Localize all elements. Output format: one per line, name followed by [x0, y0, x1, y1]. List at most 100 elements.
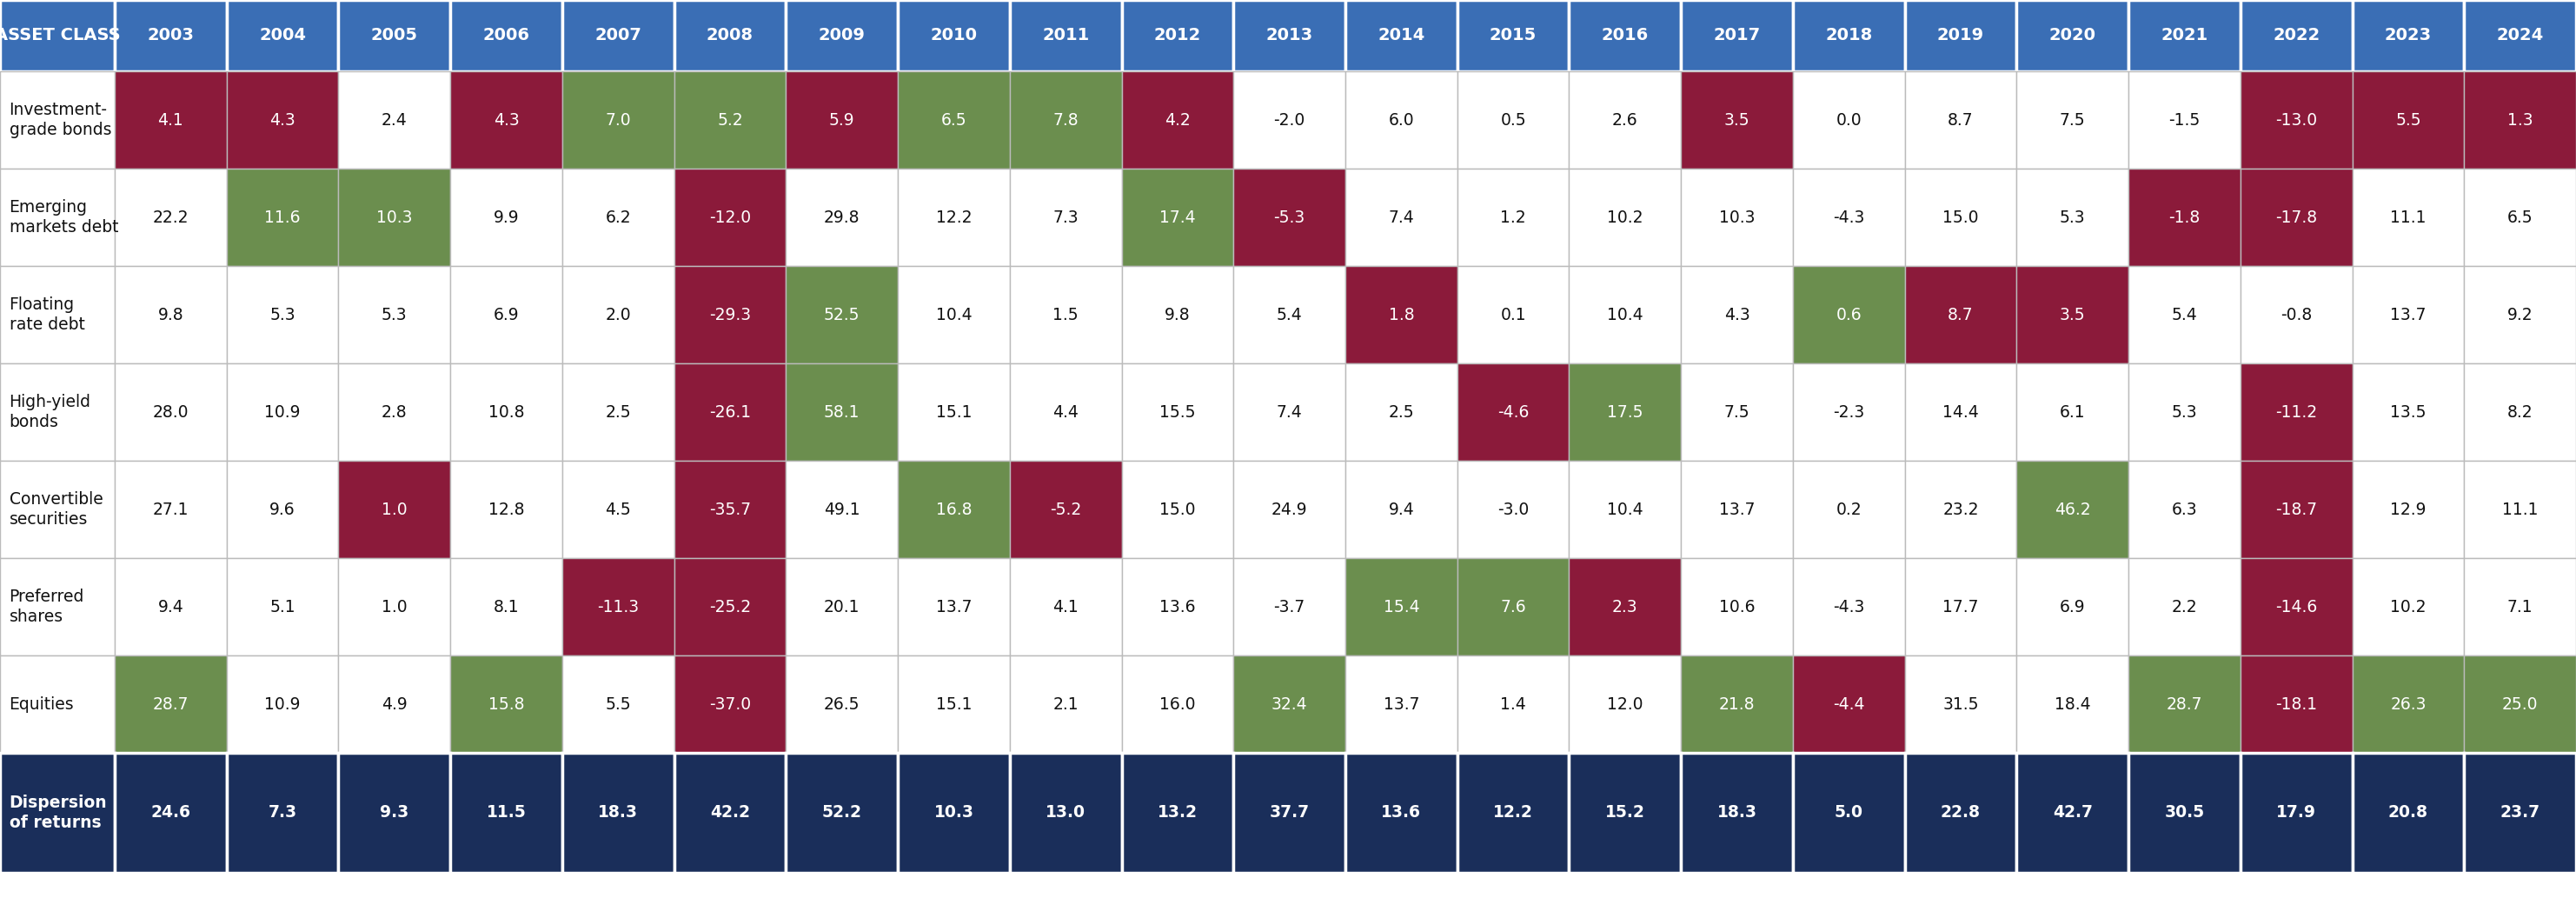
- Text: 6.3: 6.3: [2172, 501, 2197, 518]
- Text: 9.8: 9.8: [157, 307, 183, 323]
- Bar: [1234, 0, 1345, 72]
- Text: 4.1: 4.1: [1054, 599, 1079, 615]
- Bar: [116, 461, 227, 558]
- Bar: [337, 169, 451, 266]
- Bar: [116, 753, 227, 873]
- Text: 0.5: 0.5: [1499, 112, 1525, 129]
- Bar: [451, 558, 562, 655]
- Bar: [1121, 0, 1234, 72]
- Bar: [2128, 655, 2241, 753]
- Bar: [1793, 364, 1904, 461]
- Text: 6.0: 6.0: [1388, 112, 1414, 129]
- Text: 5.3: 5.3: [270, 307, 296, 323]
- Text: 2003: 2003: [147, 28, 193, 44]
- Bar: [451, 169, 562, 266]
- Bar: [0, 266, 116, 364]
- Text: 2.4: 2.4: [381, 112, 407, 129]
- Bar: [116, 655, 227, 753]
- Text: 4.1: 4.1: [157, 112, 183, 129]
- Bar: [227, 558, 337, 655]
- Text: 28.7: 28.7: [152, 696, 188, 712]
- Text: 14.4: 14.4: [1942, 404, 1978, 420]
- Bar: [899, 72, 1010, 169]
- Text: -4.3: -4.3: [1834, 209, 1865, 226]
- Bar: [1345, 364, 1458, 461]
- Text: 13.7: 13.7: [1718, 501, 1754, 518]
- Bar: [1121, 72, 1234, 169]
- Bar: [2017, 169, 2128, 266]
- Bar: [1234, 72, 1345, 169]
- Bar: [1904, 558, 2017, 655]
- Text: 29.8: 29.8: [824, 209, 860, 226]
- Text: 8.1: 8.1: [495, 599, 520, 615]
- Text: High-yield
bonds: High-yield bonds: [10, 394, 90, 431]
- Bar: [1345, 169, 1458, 266]
- Text: 2012: 2012: [1154, 28, 1200, 44]
- Text: 7.5: 7.5: [1723, 404, 1749, 420]
- Bar: [675, 169, 786, 266]
- Bar: [337, 266, 451, 364]
- Text: 22.2: 22.2: [152, 209, 188, 226]
- Text: 12.2: 12.2: [1494, 804, 1533, 821]
- Bar: [899, 364, 1010, 461]
- Text: 2.3: 2.3: [1613, 599, 1638, 615]
- Bar: [1121, 169, 1234, 266]
- Text: 2015: 2015: [1489, 28, 1538, 44]
- Bar: [2465, 558, 2576, 655]
- Bar: [2465, 364, 2576, 461]
- Text: 2.2: 2.2: [2172, 599, 2197, 615]
- Text: 1.2: 1.2: [1499, 209, 1525, 226]
- Bar: [2241, 364, 2352, 461]
- Text: 5.3: 5.3: [2172, 404, 2197, 420]
- Bar: [1345, 72, 1458, 169]
- Bar: [1345, 0, 1458, 72]
- Text: 2024: 2024: [2496, 28, 2543, 44]
- Bar: [2017, 753, 2128, 873]
- Text: Equities: Equities: [10, 696, 75, 712]
- Text: -2.3: -2.3: [1834, 404, 1865, 420]
- Bar: [1904, 72, 2017, 169]
- Text: 5.9: 5.9: [829, 112, 855, 129]
- Text: 17.4: 17.4: [1159, 209, 1195, 226]
- Bar: [1234, 461, 1345, 558]
- Text: 4.2: 4.2: [1164, 112, 1190, 129]
- Text: 10.4: 10.4: [1607, 307, 1643, 323]
- Text: 10.2: 10.2: [1607, 209, 1643, 226]
- Bar: [1234, 169, 1345, 266]
- Text: -4.6: -4.6: [1497, 404, 1530, 420]
- Bar: [562, 0, 675, 72]
- Text: 49.1: 49.1: [824, 501, 860, 518]
- Bar: [1793, 558, 1904, 655]
- Bar: [786, 655, 899, 753]
- Bar: [1569, 364, 1682, 461]
- Bar: [562, 558, 675, 655]
- Bar: [1458, 655, 1569, 753]
- Text: 13.5: 13.5: [2391, 404, 2427, 420]
- Text: -29.3: -29.3: [708, 307, 752, 323]
- Text: 2007: 2007: [595, 28, 641, 44]
- Bar: [1793, 72, 1904, 169]
- Bar: [337, 655, 451, 753]
- Bar: [1121, 461, 1234, 558]
- Text: 4.9: 4.9: [381, 696, 407, 712]
- Text: Convertible
securities: Convertible securities: [10, 491, 103, 528]
- Bar: [1682, 72, 1793, 169]
- Bar: [1682, 266, 1793, 364]
- Text: 10.9: 10.9: [265, 404, 301, 420]
- Text: 3.5: 3.5: [2061, 307, 2087, 323]
- Text: -11.3: -11.3: [598, 599, 639, 615]
- Text: 42.2: 42.2: [711, 804, 750, 821]
- Text: 13.7: 13.7: [935, 599, 971, 615]
- Bar: [2465, 266, 2576, 364]
- Text: 2023: 2023: [2385, 28, 2432, 44]
- Text: 10.8: 10.8: [489, 404, 526, 420]
- Bar: [2465, 72, 2576, 169]
- Text: 12.9: 12.9: [2391, 501, 2427, 518]
- Text: -1.5: -1.5: [2169, 112, 2200, 129]
- Text: 10.4: 10.4: [935, 307, 971, 323]
- Text: 6.9: 6.9: [495, 307, 520, 323]
- Bar: [1234, 266, 1345, 364]
- Bar: [675, 753, 786, 873]
- Bar: [899, 266, 1010, 364]
- Bar: [2465, 0, 2576, 72]
